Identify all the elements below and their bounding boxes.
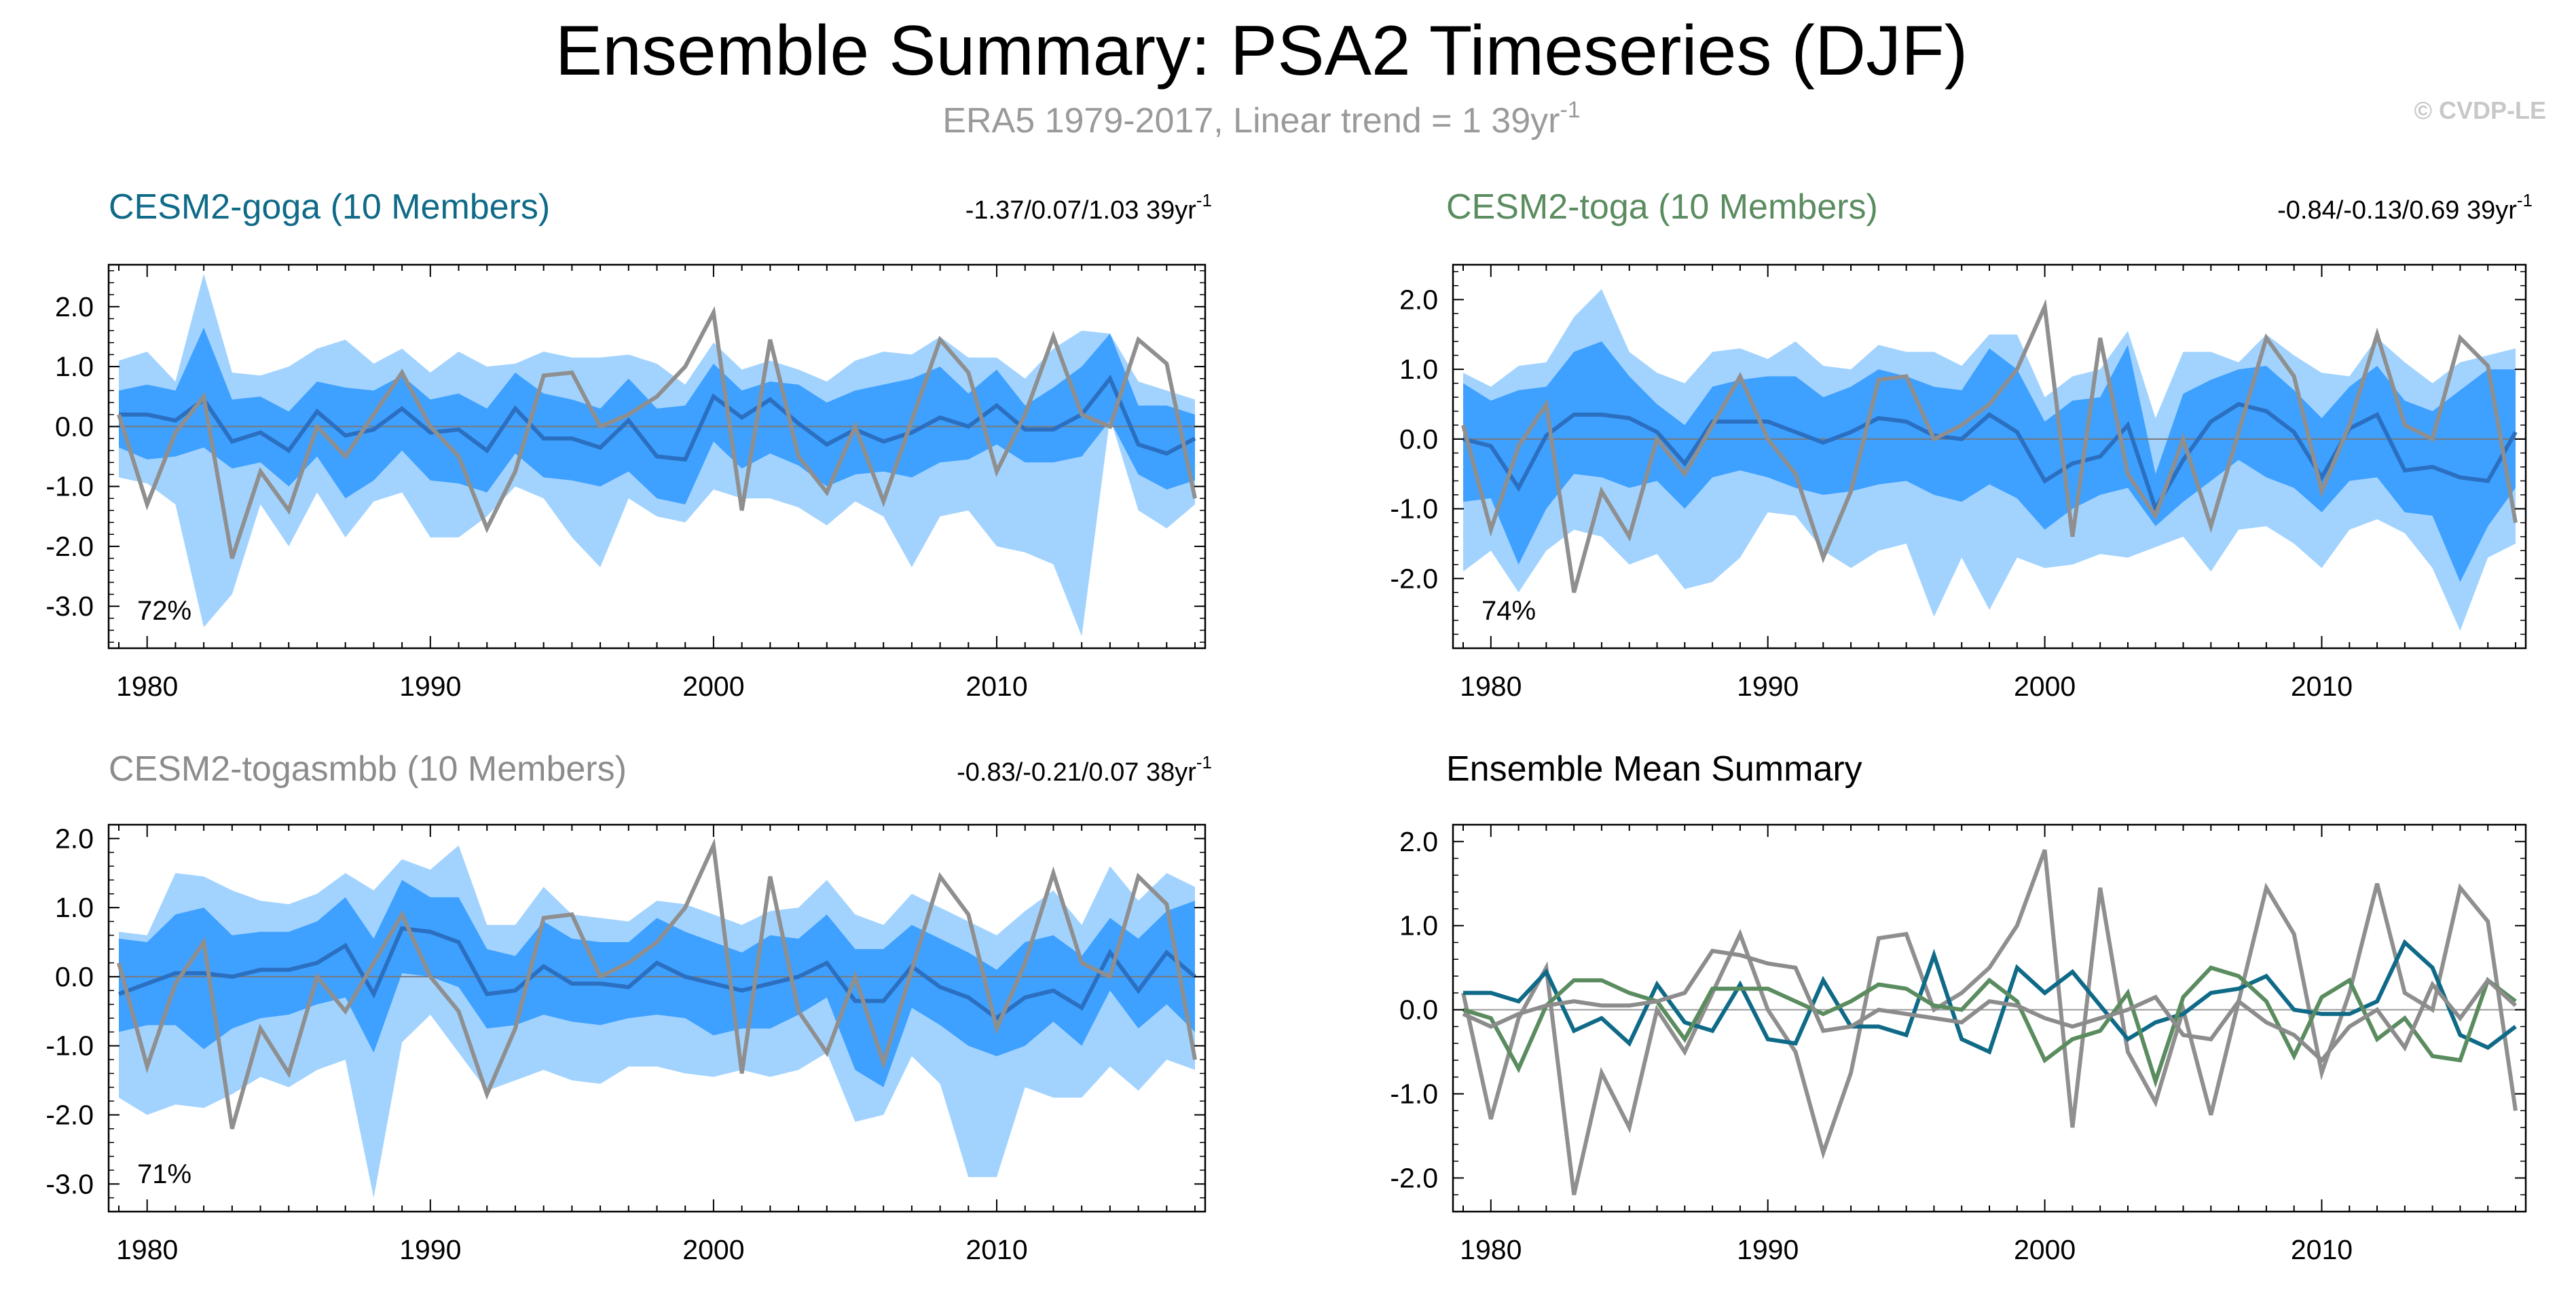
trend-text: -0.83/-0.21/0.07 38yr bbox=[957, 758, 1196, 787]
y-tick-label: 1.0 bbox=[1399, 910, 1438, 941]
y-tick-label: -2.0 bbox=[45, 531, 94, 562]
x-tick-label: 1980 bbox=[1460, 671, 1522, 702]
y-tick-label: 2.0 bbox=[1399, 284, 1438, 315]
y-tick-label: -1.0 bbox=[1390, 1079, 1438, 1110]
observed-line bbox=[1461, 849, 2518, 1195]
x-tick-label: 2000 bbox=[2014, 671, 2076, 702]
x-tick-label: 1980 bbox=[1460, 1234, 1522, 1265]
y-tick-label: 2.0 bbox=[55, 291, 94, 322]
y-tick-label: 1.0 bbox=[55, 892, 94, 923]
x-tick-label: 1980 bbox=[116, 671, 178, 702]
x-tick-label: 2010 bbox=[965, 1234, 1027, 1265]
figure-title: Ensemble Summary: PSA2 Timeseries (DJF) bbox=[555, 12, 1968, 90]
y-tick-label: 1.0 bbox=[1399, 354, 1438, 385]
x-tick-label: 2000 bbox=[2014, 1234, 2076, 1265]
panel-title: CESM2-goga (10 Members) bbox=[109, 187, 550, 227]
x-tick-label: 1990 bbox=[399, 671, 461, 702]
plot-area bbox=[109, 274, 1205, 637]
plot-area bbox=[1453, 289, 2526, 631]
y-tick-label: 0.0 bbox=[55, 411, 94, 442]
ensemble-mean-line bbox=[119, 374, 1196, 462]
y-tick-label: 0.0 bbox=[55, 961, 94, 992]
plot-area bbox=[109, 838, 1205, 1198]
panel-cesm2-goga: 2.0 1.0 0.0 -1.0 -2.0 -3.0 1980 1990 2000 2010 CES… bbox=[45, 187, 1212, 702]
y-tick-label: -1.0 bbox=[45, 471, 94, 502]
series-line-togasmbb bbox=[1462, 948, 2518, 1064]
x-tick-label: 2010 bbox=[2291, 671, 2353, 702]
p10-p90-band bbox=[119, 880, 1195, 1087]
y-tick-label: 0.0 bbox=[1399, 994, 1438, 1026]
observed-line bbox=[1461, 299, 2518, 593]
percent-label: 74% bbox=[1482, 596, 1536, 626]
x-tick-label: 2010 bbox=[965, 671, 1027, 702]
x-tick-label: 1990 bbox=[1737, 1234, 1799, 1265]
figure-subtitle: ERA5 1979-2017, Linear trend = 1 39yr-1 bbox=[942, 97, 1580, 141]
x-tick-label: 1990 bbox=[399, 1234, 461, 1265]
trend-text: -0.84/-0.13/0.69 39yr bbox=[2277, 196, 2517, 225]
trend-sup: -1 bbox=[1196, 752, 1212, 772]
y-tick-label: -3.0 bbox=[45, 1168, 94, 1199]
p10-p90-band bbox=[119, 327, 1195, 505]
y-tick-label: -1.0 bbox=[1390, 493, 1438, 525]
panel-title: Ensemble Mean Summary bbox=[1446, 749, 1862, 789]
panel-ensemble-mean-summary: 2.0 1.0 0.0 -1.0 -2.0 1980 1990 2000 2010 Ensembl… bbox=[1390, 749, 2527, 1265]
copyright-label: © CVDP-LE bbox=[2414, 96, 2546, 124]
percent-label: 72% bbox=[137, 596, 191, 626]
panel-cesm2-toga: 2.0 1.0 0.0 -1.0 -2.0 1980 1990 2000 2010 CESM2-t… bbox=[1390, 187, 2533, 702]
panel-title: CESM2-togasmbb (10 Members) bbox=[109, 749, 627, 789]
y-tick-label: 0.0 bbox=[1399, 424, 1438, 455]
trend-sup: -1 bbox=[2517, 190, 2533, 210]
trend-sup: -1 bbox=[1196, 190, 1212, 210]
trend-label: -0.83/-0.21/0.07 38yr-1 bbox=[957, 752, 1212, 787]
y-tick-label: 2.0 bbox=[1399, 826, 1438, 857]
figure-subtitle-main: ERA5 1979-2017, Linear trend = 1 39yr bbox=[942, 101, 1560, 141]
x-tick-label: 2000 bbox=[682, 671, 744, 702]
x-tick-label: 1990 bbox=[1737, 671, 1799, 702]
trend-label: -0.84/-0.13/0.69 39yr-1 bbox=[2277, 190, 2533, 225]
x-tick-label: 1980 bbox=[116, 1234, 178, 1265]
y-tick-label: -2.0 bbox=[1390, 563, 1438, 594]
series-line-goga bbox=[1463, 939, 2517, 1055]
series-line-toga bbox=[1462, 965, 2517, 1088]
observed-line bbox=[117, 305, 1197, 559]
y-tick-label: -3.0 bbox=[45, 591, 94, 622]
panel-cesm2-togasmbb: 2.0 1.0 0.0 -1.0 -2.0 -3.0 1980 1990 2000 2010 CES… bbox=[45, 749, 1212, 1265]
trend-text: -1.37/0.07/1.03 39yr bbox=[965, 196, 1196, 225]
ensemble-mean-line bbox=[117, 926, 1196, 1021]
y-tick-label: -1.0 bbox=[45, 1030, 94, 1062]
panel-title: CESM2-toga (10 Members) bbox=[1446, 187, 1878, 227]
x-tick-label: 2010 bbox=[2291, 1234, 2353, 1265]
figure-subtitle-sup: -1 bbox=[1560, 97, 1580, 123]
trend-label: -1.37/0.07/1.03 39yr-1 bbox=[965, 190, 1212, 225]
y-tick-label: 1.0 bbox=[55, 351, 94, 382]
observed-line bbox=[117, 838, 1197, 1129]
plot-area bbox=[1453, 849, 2526, 1195]
x-tick-label: 2000 bbox=[682, 1234, 744, 1265]
percent-label: 71% bbox=[137, 1159, 191, 1189]
y-tick-label: 2.0 bbox=[55, 823, 94, 854]
y-tick-label: -2.0 bbox=[45, 1100, 94, 1131]
y-tick-label: -2.0 bbox=[1390, 1162, 1438, 1193]
